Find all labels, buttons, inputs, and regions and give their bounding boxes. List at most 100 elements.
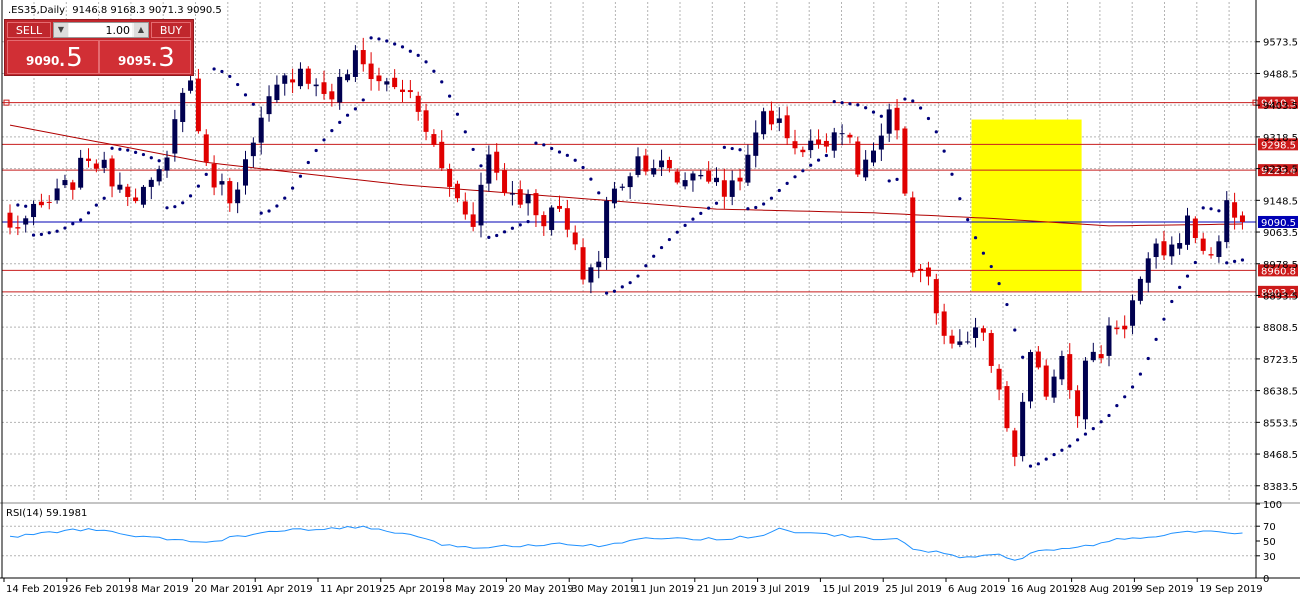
candle-body (894, 107, 900, 131)
sar-dot (557, 150, 562, 154)
candle-body (611, 188, 617, 204)
sar-dot (1154, 337, 1158, 341)
sar-dot (809, 163, 813, 167)
candle-body (784, 115, 790, 139)
sar-dot (707, 206, 711, 210)
candle-body (1028, 352, 1033, 402)
candle-body (823, 140, 829, 147)
candle-body (447, 169, 453, 187)
rsi-tick-label: 50 (1263, 537, 1276, 548)
candle-body (1043, 365, 1049, 397)
sar-dot (1130, 385, 1135, 389)
candle-body (973, 327, 979, 338)
candle-body (15, 227, 21, 229)
sar-dot (840, 101, 844, 105)
candle-body (933, 279, 939, 314)
candle-body (407, 90, 413, 93)
price-tick-label: 8468.5 (1263, 450, 1298, 461)
sar-dot (652, 254, 656, 258)
sar-dot (1013, 328, 1017, 332)
time-tick-label: 16 Aug 2019 (1011, 584, 1075, 595)
candle-body (1177, 243, 1183, 249)
sar-dot (181, 201, 185, 205)
sar-dot (102, 196, 106, 200)
sar-dot (879, 114, 883, 118)
candle-body (274, 84, 280, 101)
candle-body (902, 128, 908, 194)
candle-body (863, 159, 869, 178)
lot-increase-icon[interactable]: ▲ (134, 23, 148, 37)
candle-body (509, 193, 515, 195)
sar-dot (204, 172, 208, 176)
candle-body (1106, 325, 1112, 356)
sar-dot (534, 141, 538, 145)
candle-body (188, 80, 194, 91)
candle-body (768, 110, 774, 125)
sar-dot (408, 49, 412, 53)
sar-dot (141, 152, 146, 157)
time-tick-label: 20 May 2019 (508, 584, 573, 595)
lot-size-input[interactable] (69, 23, 132, 37)
sar-dot (746, 207, 750, 211)
level-label: 8903.2 (1261, 288, 1296, 299)
sell-price-button[interactable]: 9090 .5 (7, 40, 99, 74)
sar-dot (455, 112, 460, 116)
level-label: 9298.5 (1261, 140, 1296, 151)
buy-button[interactable]: BUY (151, 22, 191, 38)
rsi-tick-label: 0 (1263, 574, 1269, 585)
candle-body (297, 68, 303, 87)
candle-body (996, 368, 1002, 390)
rsi-indicator (0, 502, 1300, 561)
candle-body (753, 132, 759, 156)
sar-dot (1044, 457, 1048, 461)
sar-dot (832, 99, 836, 104)
rsi-tick-label: 100 (1263, 500, 1282, 511)
candle-body (659, 160, 665, 168)
sar-dot (1021, 355, 1025, 359)
sar-dot (39, 232, 44, 236)
candle-body (1051, 376, 1057, 398)
sar-dot (298, 174, 303, 178)
candle-body (392, 77, 398, 88)
sar-dot (785, 181, 789, 185)
sar-dot (1076, 438, 1080, 442)
sar-dot (573, 158, 577, 162)
candle-body (486, 154, 492, 184)
candle-body (494, 151, 500, 173)
candle-body (737, 177, 743, 182)
candle-body (557, 205, 562, 209)
candle-body (243, 159, 248, 186)
sar-dot (550, 146, 554, 151)
candle-body (1098, 354, 1104, 359)
sar-dot (267, 209, 271, 213)
candle-body (156, 169, 162, 182)
price-tick-label: 8978.5 (1263, 260, 1298, 271)
sar-dot (848, 102, 852, 106)
candle-body (86, 158, 91, 161)
candle-body (70, 182, 76, 190)
sell-button[interactable]: SELL (7, 22, 51, 38)
candle-body (133, 197, 139, 202)
candle-body (619, 186, 625, 188)
sar-dot (1028, 464, 1033, 468)
sar-dot (1185, 274, 1190, 278)
candle-body (714, 177, 719, 183)
candle-body (337, 76, 343, 103)
candle-body (148, 179, 154, 187)
sar-dot (911, 99, 915, 103)
buy-price-button[interactable]: 9095 .3 (99, 40, 191, 74)
candle-body (564, 208, 570, 230)
sar-dot (675, 230, 679, 234)
sar-dot (895, 177, 899, 181)
sar-dot (1217, 209, 1221, 213)
level-lines: 9410.3 9298.5 9229.4 8960.8 8903.2 9090.5 (2, 96, 1298, 299)
lot-decrease-icon[interactable]: ▼ (54, 23, 68, 37)
candle-body (871, 150, 876, 163)
candle-body (816, 139, 822, 145)
highlight-zone (971, 119, 1082, 292)
time-tick-label: 11 Jun 2019 (634, 584, 694, 595)
sar-dot (777, 188, 781, 193)
current-price-label-bg (1258, 215, 1298, 228)
sar-dot (864, 106, 868, 110)
